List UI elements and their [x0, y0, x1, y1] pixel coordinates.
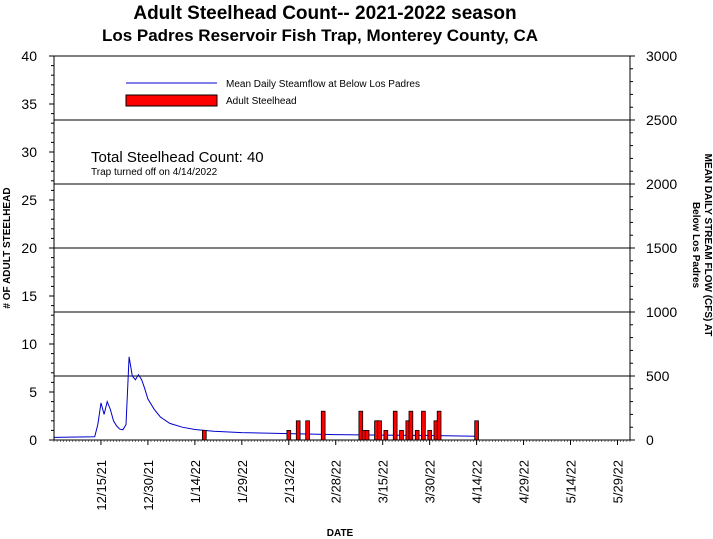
left-axis-ticks: 0 5 10 15 20 25 30 35 40: [21, 48, 54, 448]
left-tick-label: 10: [21, 336, 37, 352]
streamflow-line-layer: [53, 356, 477, 438]
left-tick-label: 15: [21, 288, 37, 304]
steelhead-bar: [201, 429, 207, 441]
legend-bar-label: Adult Steelhead: [226, 96, 297, 107]
legend-bar-swatch: [125, 94, 218, 107]
right-axis-label-line1: MEAN DAILY STREAM FLOW (CFS) AT: [702, 154, 713, 337]
x-tick-label: 5/29/22: [611, 460, 626, 503]
x-tick-label: 5/14/22: [564, 460, 579, 503]
steelhead-bar: [286, 429, 292, 441]
x-tick-label: 2/13/22: [282, 460, 297, 503]
steelhead-bar: [364, 429, 370, 441]
steelhead-bar: [295, 420, 301, 441]
steelhead-bar: [305, 420, 310, 441]
right-tick-label: 500: [646, 368, 670, 384]
right-axis-label-line2: Below Los Padres: [690, 202, 701, 289]
x-tick-label: 1/29/22: [235, 460, 250, 503]
steelhead-bar: [474, 420, 479, 441]
x-tick-label: 3/30/22: [423, 460, 438, 503]
streamflow-line: [53, 356, 477, 438]
right-tick-label: 3000: [646, 48, 677, 64]
right-tick-label: 1000: [646, 304, 677, 320]
left-tick-label: 0: [29, 432, 37, 448]
right-tick-label: 2500: [646, 112, 677, 128]
x-tick-label: 12/15/21: [94, 460, 109, 511]
left-tick-label: 30: [21, 144, 37, 160]
steelhead-bar: [421, 410, 426, 441]
steelhead-bar: [392, 410, 398, 441]
left-tick-label: 40: [21, 48, 37, 64]
left-axis-label: # OF ADULT STEELHEAD: [2, 187, 13, 308]
x-tick-label: 1/14/22: [188, 460, 203, 503]
gridlines: [54, 119, 630, 377]
steelhead-bar: [414, 429, 420, 441]
steelhead-bars: [201, 410, 479, 441]
legend-line-label: Mean Daily Steamflow at Below Los Padres: [226, 79, 420, 90]
chart-title: Adult Steelhead Count-- 2021-2022 season: [133, 3, 516, 24]
right-tick-label: 2000: [646, 176, 677, 192]
chart-subtitle: Los Padres Reservoir Fish Trap, Monterey…: [102, 26, 538, 45]
steelhead-bar: [427, 429, 432, 441]
steelhead-bar: [399, 429, 404, 441]
trap-off-annotation: Trap turned off on 4/14/2022: [91, 167, 218, 178]
right-axis-ticks: 0 500 1000 1500 2000 2500 3000: [630, 48, 677, 448]
steelhead-bar: [408, 410, 414, 441]
x-tick-label: 4/29/22: [517, 460, 532, 503]
x-tick-label: 2/28/22: [329, 460, 344, 503]
steelhead-bar: [436, 410, 442, 441]
left-tick-label: 5: [29, 384, 37, 400]
x-tick-label: 3/15/22: [376, 460, 391, 503]
x-tick-label: 4/14/22: [470, 460, 485, 503]
steelhead-bar: [320, 410, 326, 441]
left-tick-label: 35: [21, 96, 37, 112]
x-axis-label: DATE: [327, 528, 354, 539]
steelhead-bar: [377, 420, 382, 441]
x-tick-label: 12/30/21: [141, 460, 156, 511]
left-tick-label: 20: [21, 240, 37, 256]
steelhead-bar: [383, 429, 389, 441]
left-tick-label: 25: [21, 192, 37, 208]
x-axis-ticks: 12/15/21 12/30/21 1/14/22 1/29/22 2/13/22 2/2…: [53, 440, 631, 511]
total-count-annotation: Total Steelhead Count: 40: [91, 149, 264, 166]
right-tick-label: 0: [646, 432, 654, 448]
right-tick-label: 1500: [646, 240, 677, 256]
